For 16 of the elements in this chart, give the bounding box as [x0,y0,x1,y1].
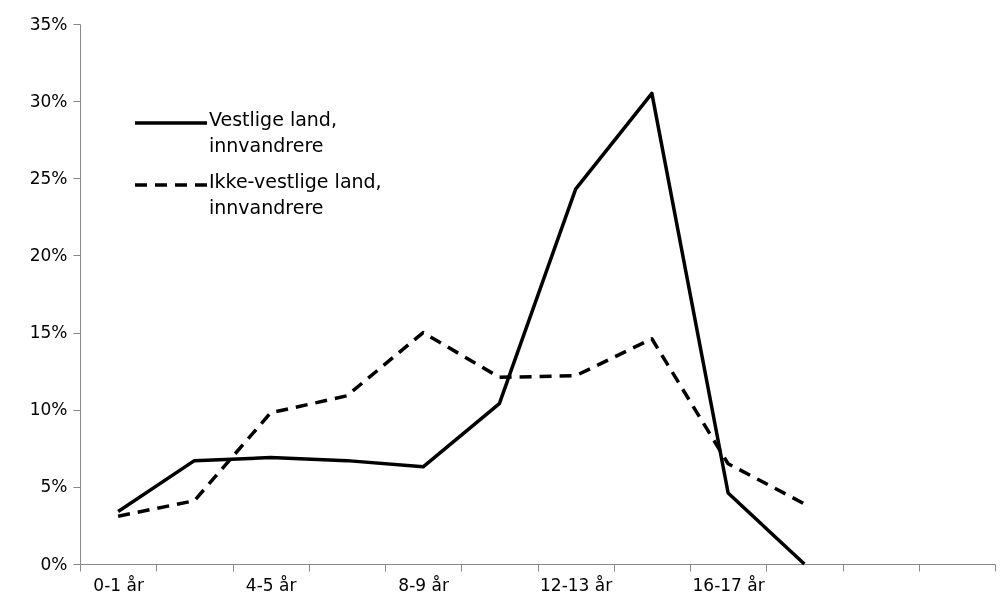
y-tick-label: 20% [29,244,68,265]
legend-label: Ikke-vestlige land, innvandrere [209,170,382,218]
x-tick-label: 16-17 år [692,574,765,595]
y-tick-label: 5% [40,476,68,497]
y-tick-label: 15% [29,322,68,343]
y-tick-label: 10% [29,399,68,420]
x-tick-label: 8-9 år [398,574,449,595]
y-tick-label: 30% [29,90,68,111]
x-tick-label: 0-1 år [93,574,144,595]
y-tick-label: 25% [29,167,68,188]
x-tick-label: 4-5 år [245,574,297,595]
y-tick-label: 0% [40,553,68,574]
line-series [116,91,807,566]
x-tick-label: 12-13 år [540,574,613,595]
legend-label: Vestlige land, innvandrere [209,108,337,156]
y-tick-label: 35% [29,13,68,34]
